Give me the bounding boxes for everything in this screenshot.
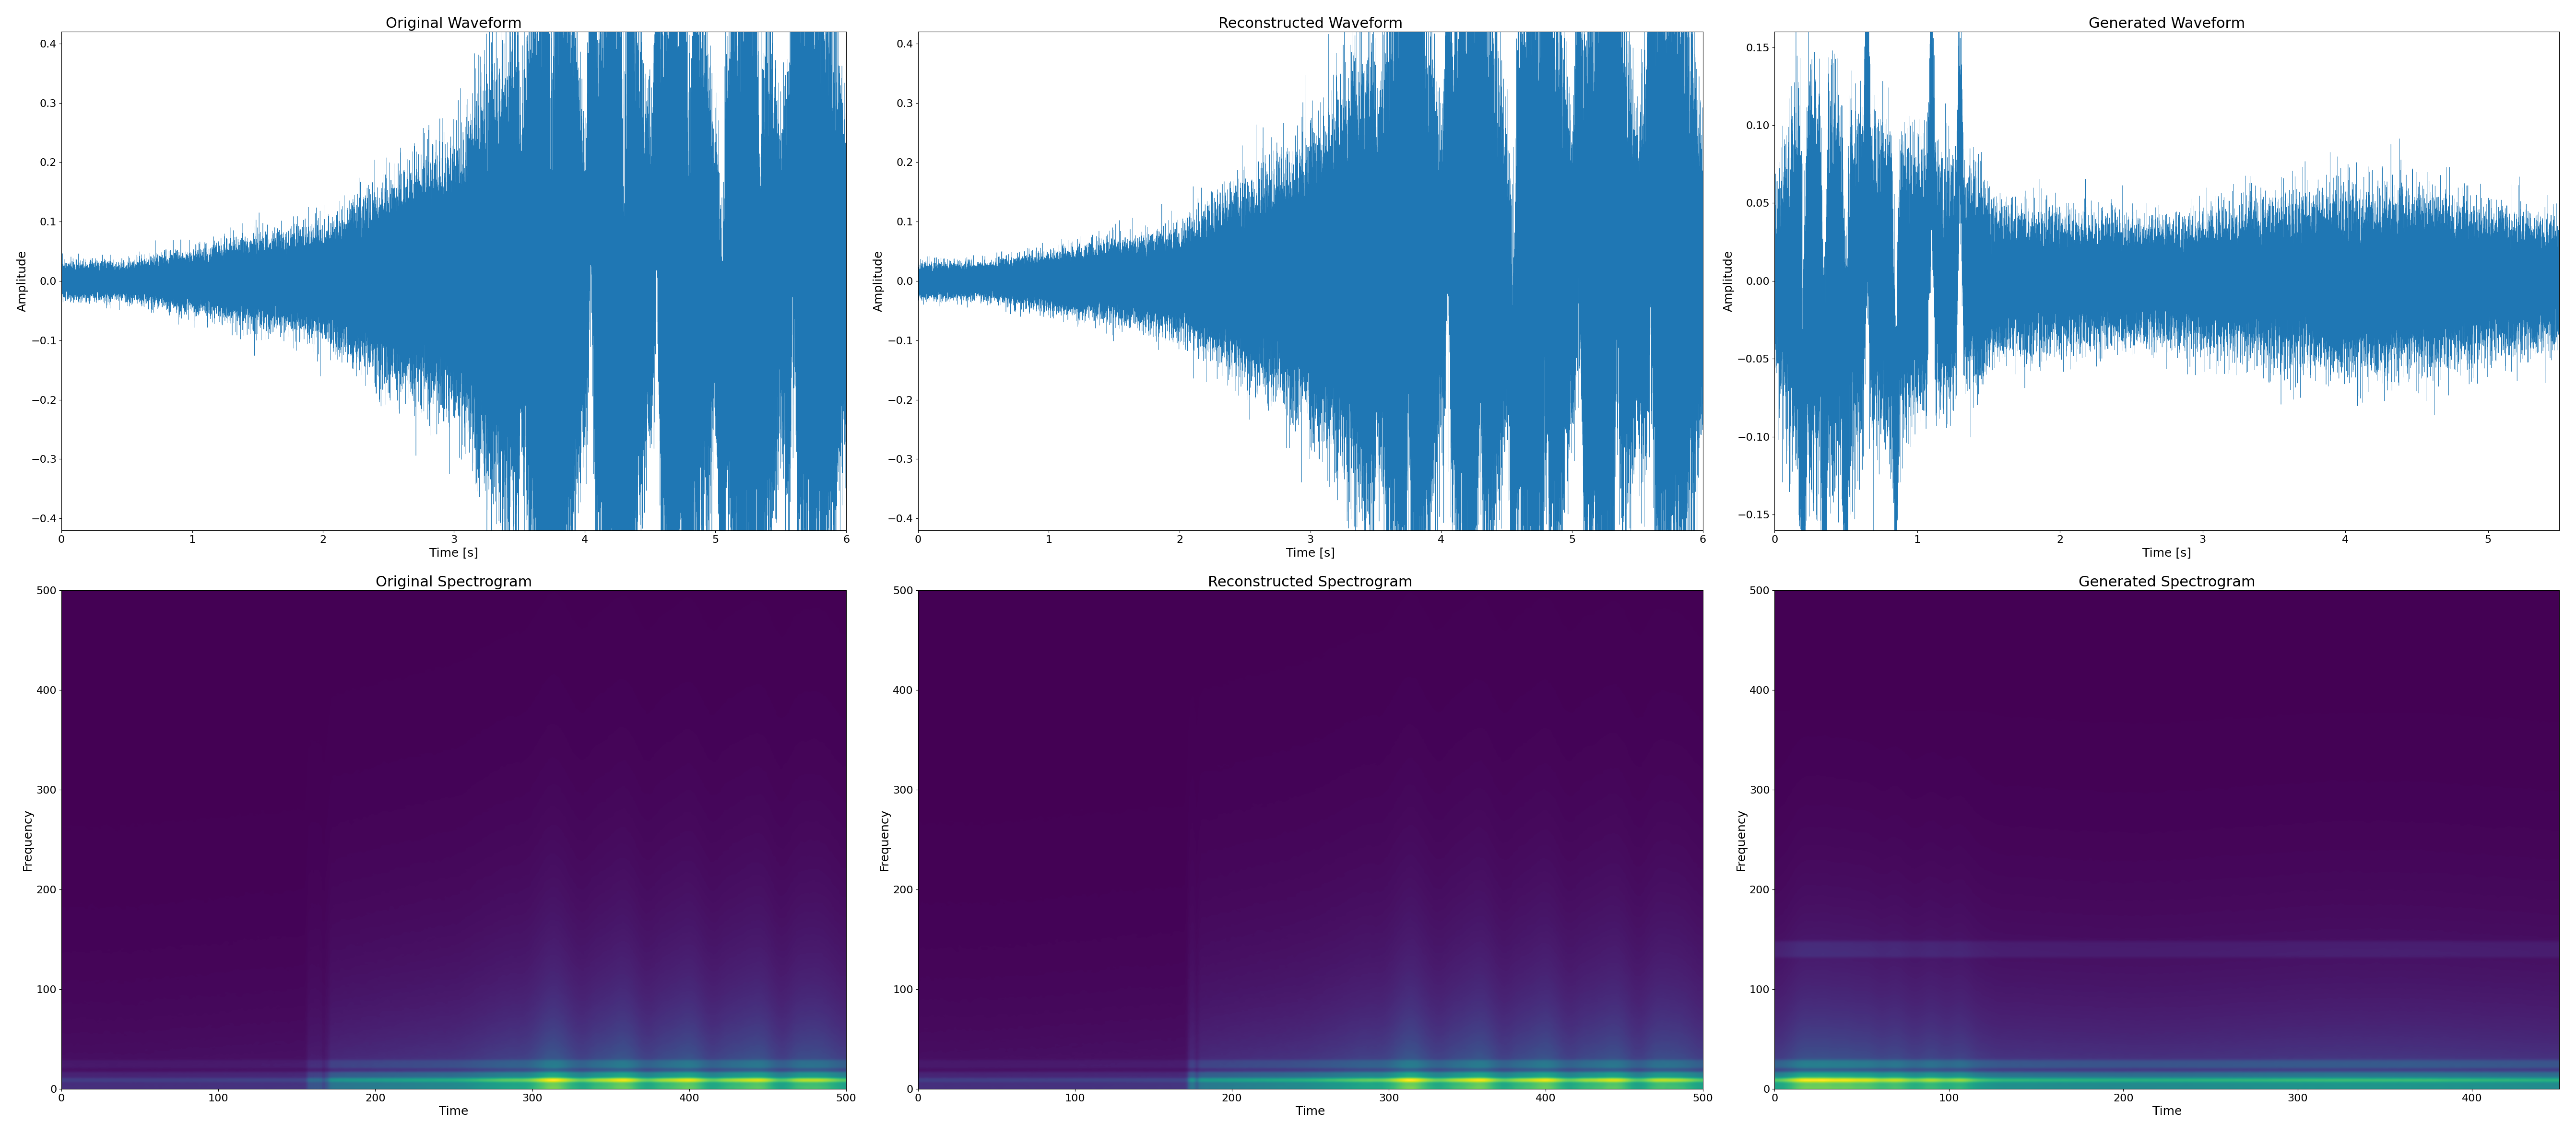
- X-axis label: Time: Time: [1296, 1106, 1324, 1117]
- Y-axis label: Frequency: Frequency: [23, 809, 33, 871]
- Y-axis label: Amplitude: Amplitude: [15, 251, 28, 312]
- Title: Generated Spectrogram: Generated Spectrogram: [2079, 575, 2257, 590]
- Title: Reconstructed Waveform: Reconstructed Waveform: [1218, 17, 1401, 31]
- Y-axis label: Frequency: Frequency: [878, 809, 891, 871]
- X-axis label: Time: Time: [2151, 1106, 2182, 1117]
- Title: Generated Waveform: Generated Waveform: [2089, 17, 2246, 31]
- X-axis label: Time: Time: [438, 1106, 469, 1117]
- Title: Original Spectrogram: Original Spectrogram: [376, 575, 533, 590]
- Y-axis label: Frequency: Frequency: [1736, 809, 1747, 871]
- X-axis label: Time [s]: Time [s]: [1285, 548, 1334, 559]
- X-axis label: Time [s]: Time [s]: [430, 548, 479, 559]
- Y-axis label: Amplitude: Amplitude: [1723, 251, 1734, 312]
- Title: Reconstructed Spectrogram: Reconstructed Spectrogram: [1208, 575, 1412, 590]
- X-axis label: Time [s]: Time [s]: [2143, 548, 2192, 559]
- Title: Original Waveform: Original Waveform: [386, 17, 523, 31]
- Y-axis label: Amplitude: Amplitude: [873, 251, 884, 312]
